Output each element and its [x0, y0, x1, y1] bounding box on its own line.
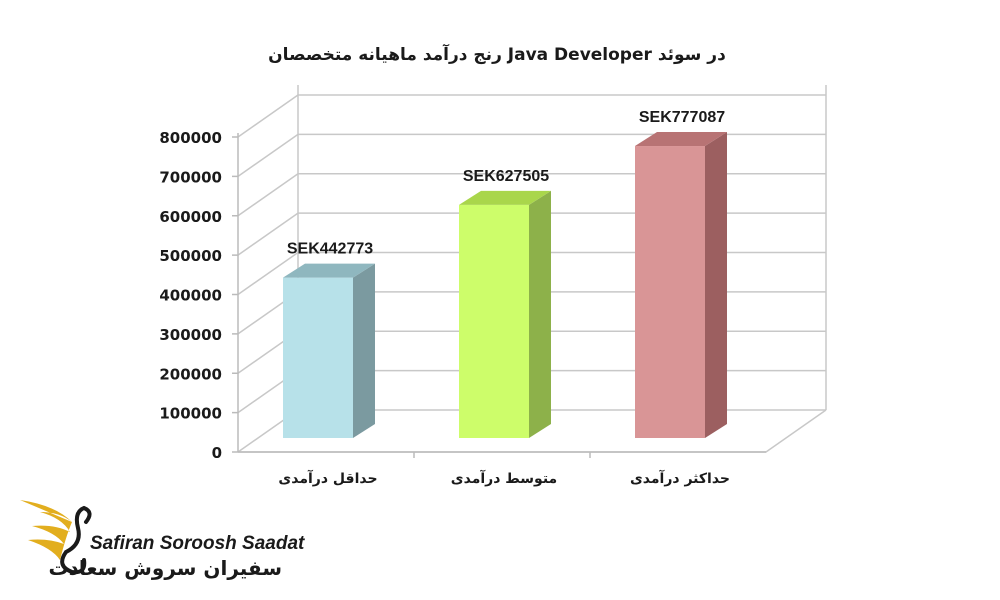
bar	[459, 204, 529, 438]
brand-name-persian: سفیران سروش سعادت	[49, 556, 283, 580]
bar-side	[353, 263, 375, 438]
y-tick-label: 500000	[159, 247, 222, 265]
data-label: SEK627505	[463, 168, 549, 185]
bar-top	[635, 132, 727, 147]
y-tick-label: 0	[212, 444, 222, 462]
swan-icon	[60, 505, 92, 575]
bar	[635, 146, 705, 439]
y-tick-label: 100000	[159, 405, 222, 423]
brand-name-english: Safiran Soroosh Saadat	[90, 533, 305, 554]
chart-axes: 0 100000 200000 300000 400000 500000 600000 700…	[159, 129, 766, 462]
y-tick-label: 300000	[159, 326, 222, 344]
gridline	[237, 251, 299, 296]
data-label: SEK777087	[639, 109, 725, 126]
chart-title: رنج درآمد ماهیانه متخصصان Java Developer…	[268, 43, 726, 65]
y-tick-label: 400000	[159, 287, 222, 305]
chart-bars	[283, 132, 727, 439]
x-tick-label: حداکثر درآمدی	[630, 469, 730, 487]
gridline	[237, 173, 299, 217]
gridline	[237, 94, 299, 138]
bar-side	[705, 132, 727, 439]
y-tick-label: 800000	[159, 129, 222, 147]
chart-labels: SEK442773 حداقل درآمدی SEK627505 متوسط درآم…	[278, 109, 730, 487]
y-tick-label: 200000	[159, 365, 222, 383]
bar	[283, 277, 353, 438]
data-label: SEK442773	[287, 241, 373, 258]
wing-icon	[20, 500, 72, 560]
brand-logo: Safiran Soroosh Saadat سفیران سروش سعادت	[20, 500, 305, 580]
bar-side	[529, 190, 551, 438]
gridline	[237, 212, 299, 256]
y-tick-label: 600000	[159, 208, 222, 226]
x-tick-label: حداقل درآمدی	[278, 469, 377, 487]
x-tick-label: متوسط درآمدی	[451, 469, 557, 487]
gridline	[237, 133, 299, 177]
bar-top	[459, 190, 551, 205]
bar-top	[283, 263, 375, 278]
y-tick-label: 700000	[159, 168, 222, 186]
